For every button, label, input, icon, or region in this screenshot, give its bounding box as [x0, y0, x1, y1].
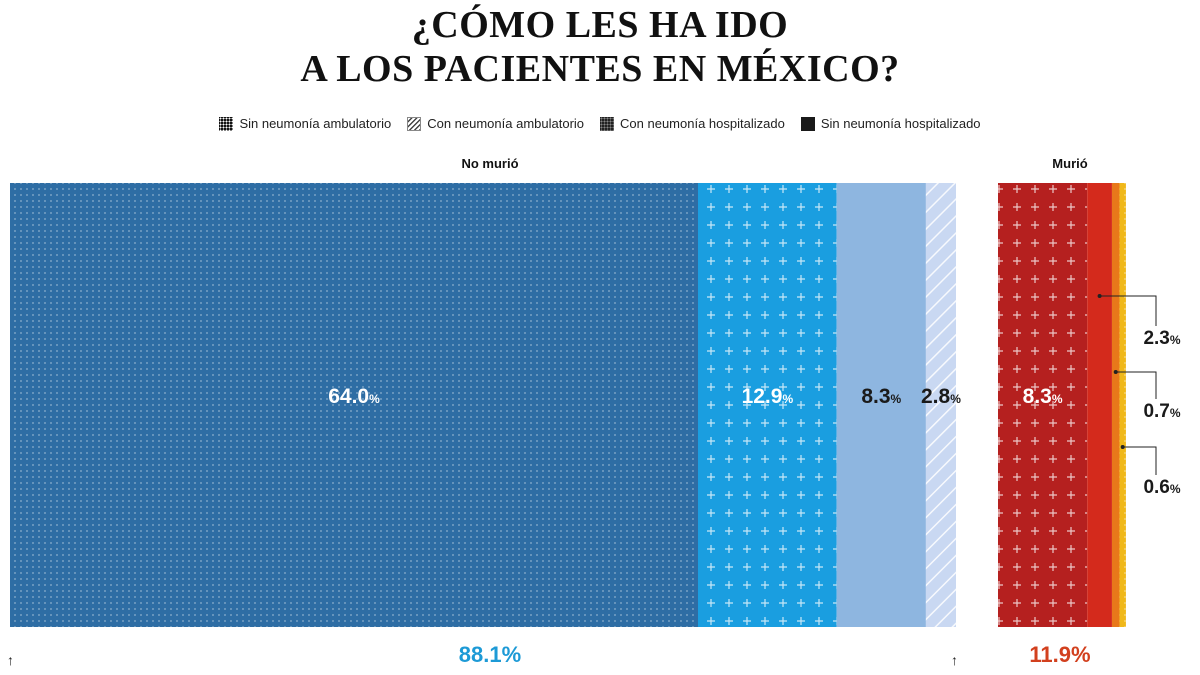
- data-label: 2.3%: [1143, 328, 1180, 349]
- dotted-swatch-icon: [219, 116, 234, 131]
- data-label: 64.0%: [328, 385, 380, 408]
- hatched-swatch-icon: [407, 116, 422, 131]
- textured-swatch-icon: [600, 116, 615, 131]
- bar-segment-texture: [925, 183, 956, 627]
- total-label-no-murio: 88.1%: [458, 642, 522, 667]
- leader-line: [1122, 446, 1157, 475]
- bracket-arrow-right-icon: ↑: [951, 652, 958, 668]
- bracket-arrow-left-icon: ↑: [7, 652, 14, 668]
- legend-label: Con neumonía ambulatorio: [427, 116, 585, 131]
- data-label: 12.9%: [742, 385, 794, 408]
- legend-label: Con neumonía hospitalizado: [620, 116, 785, 131]
- total-label-murio: 11.9%: [1029, 642, 1091, 667]
- legend-item-con-neumonia-ambulatorio: Con neumonía ambulatorio: [407, 116, 584, 131]
- bar-segment-murio-sin-neumonia-hospitalizado: [1087, 183, 1112, 627]
- bar-segment-texture: [698, 183, 837, 627]
- bar-segment-texture: [1119, 183, 1126, 627]
- legend-item-con-neumonia-hospitalizado: Con neumonía hospitalizado: [600, 116, 785, 131]
- legend-label: Sin neumonía ambulatorio: [239, 116, 392, 131]
- data-label: 0.7%: [1143, 401, 1180, 422]
- chart-title-line-2: A LOS PACIENTES EN MÉXICO?: [300, 48, 900, 90]
- solid-swatch-icon: [800, 116, 815, 131]
- group-label-no-murio: No murió: [461, 156, 519, 171]
- leader-line: [1115, 371, 1157, 399]
- legend: Sin neumonía ambulatorio Con neumonía am…: [0, 116, 1200, 131]
- data-label: 0.6%: [1143, 477, 1180, 498]
- leader-line: [1099, 295, 1157, 326]
- leader-dot: [1097, 294, 1102, 298]
- legend-item-sin-neumonia-hospitalizado: Sin neumonía hospitalizado: [800, 116, 981, 131]
- bar-segment-texture: [10, 183, 698, 627]
- legend-item-sin-neumonia-ambulatorio: Sin neumonía ambulatorio: [219, 116, 391, 131]
- bar-segment-no-murio-con-neumonia-hospitalizado: [836, 183, 926, 627]
- legend-label: Sin neumonía hospitalizado: [820, 116, 981, 131]
- leader-dot: [1113, 370, 1118, 374]
- group-label-murio: Murió: [1052, 156, 1088, 171]
- bar-segment-texture: [998, 183, 1088, 627]
- leader-dot: [1120, 445, 1125, 449]
- bar-segment-murio-con-neumonia-ambulatorio: [1111, 183, 1120, 627]
- chart-title-line-1: ¿CÓMO LES HA IDO: [411, 4, 789, 46]
